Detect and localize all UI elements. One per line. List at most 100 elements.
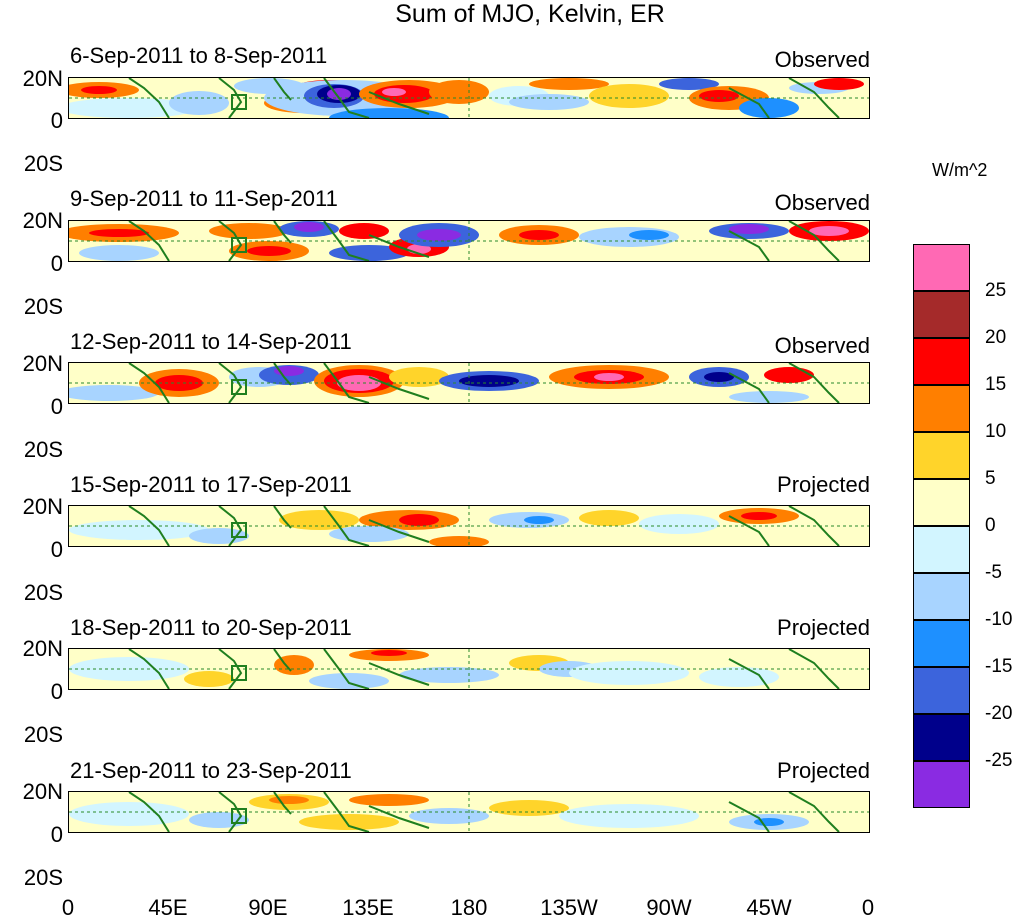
colorbar-bin-7: [913, 526, 970, 573]
coastline: [128, 792, 170, 832]
colorbar-label-5: 5: [985, 468, 996, 489]
coastline: [273, 506, 292, 529]
panel-4-field: [69, 506, 869, 546]
panel-1-lat-20n: 20N: [22, 66, 63, 91]
panel-5-lat-20n: 20N: [22, 636, 63, 661]
colorbar-bin-4: [913, 385, 970, 432]
colorbar-label-20: 20: [985, 327, 1007, 348]
panel-4-map: [68, 505, 870, 547]
lon-label-90w: 90W: [646, 895, 692, 920]
panel-5-map: [68, 648, 870, 690]
colorbar-bin-2: [913, 291, 970, 338]
coastline: [788, 792, 840, 832]
region-box: [231, 522, 247, 538]
panel-4-lat-20s: 20S: [23, 580, 63, 605]
coastline: [728, 801, 770, 832]
panel-1-date: 6-Sep-2011 to 8-Sep-2011: [70, 43, 328, 68]
region-box: [231, 808, 247, 824]
panel-6-lat-0: 0: [50, 822, 63, 847]
panel-5-date: 18-Sep-2011 to 20-Sep-2011: [70, 615, 352, 640]
colorbar-label-neg25: -25: [985, 750, 1013, 771]
coastline: [323, 221, 370, 261]
region-box: [231, 379, 247, 395]
panel-2-date: 9-Sep-2011 to 11-Sep-2011: [70, 186, 338, 211]
panel-6-status: Projected: [777, 758, 870, 783]
coastline: [728, 515, 770, 546]
coastline: [788, 506, 840, 546]
panel-3-lat-0: 0: [50, 394, 63, 419]
coastline: [368, 376, 430, 400]
coastline: [323, 78, 370, 118]
panel-4-date: 15-Sep-2011 to 17-Sep-2011: [70, 472, 352, 497]
panel-2-lat-0: 0: [50, 251, 63, 276]
coastline: [728, 230, 770, 261]
region-box: [231, 94, 247, 110]
colorbar-bin-9: [913, 620, 970, 667]
coastline: [323, 506, 370, 546]
panel-3-lat-20s: 20S: [23, 437, 63, 462]
lon-label-180: 180: [450, 895, 488, 920]
coastline: [368, 234, 430, 258]
colorbar-label-neg20: -20: [985, 703, 1013, 724]
panel-1-map: [68, 77, 870, 119]
panel-2-map: [68, 220, 870, 262]
panel-3-status: Observed: [774, 333, 870, 358]
colorbar-label-neg5: -5: [985, 562, 1002, 583]
coastline: [368, 662, 430, 686]
coastline: [368, 805, 430, 829]
coastline: [128, 78, 170, 118]
panel-4-lat-0: 0: [50, 537, 63, 562]
colorbar-label-25: 25: [985, 280, 1007, 301]
lon-label-135w: 135W: [540, 895, 598, 920]
colorbar-label-10: 10: [985, 421, 1007, 442]
lon-label-135e: 135E: [342, 895, 394, 920]
coastline: [273, 363, 292, 386]
coastline: [323, 649, 370, 689]
colorbar-bin-6: [913, 479, 970, 526]
lon-label-90e: 90E: [248, 895, 288, 920]
lon-label-0-right: 0: [861, 895, 875, 920]
panel-4-status: Projected: [777, 472, 870, 497]
panel-6-field: [69, 792, 869, 832]
panel-6-date: 21-Sep-2011 to 23-Sep-2011: [70, 758, 352, 783]
coastline: [273, 792, 292, 815]
panel-5-lat-0: 0: [50, 679, 63, 704]
coastline: [728, 372, 770, 403]
colorbar-bin-8: [913, 573, 970, 620]
panel-1-field: [69, 78, 869, 118]
panel-3-date: 12-Sep-2011 to 14-Sep-2011: [70, 329, 352, 354]
lon-label-0-left: 0: [61, 895, 75, 920]
colorbar-bin-10: [913, 667, 970, 714]
colorbar-bin-1: [913, 244, 970, 291]
lon-label-45e: 45E: [148, 895, 188, 920]
region-box: [231, 237, 247, 253]
panel-5-status: Projected: [777, 615, 870, 640]
panel-5-field: [69, 649, 869, 689]
figure-title: Sum of MJO, Kelvin, ER: [395, 0, 665, 28]
lon-label-45w: 45W: [746, 895, 792, 920]
coastline: [323, 792, 370, 832]
region-box: [231, 665, 247, 681]
coastline: [788, 221, 840, 261]
coastline: [273, 221, 292, 244]
colorbar-label-0: 0: [985, 515, 996, 536]
coastline: [128, 221, 170, 261]
colorbar-bin-5: [913, 432, 970, 479]
colorbar-bin-12: [913, 761, 970, 808]
colorbar-bin-11: [913, 714, 970, 761]
panel-3-field: [69, 363, 869, 403]
panel-5-lat-20s: 20S: [23, 722, 63, 747]
coastline: [788, 649, 840, 689]
coastline: [128, 506, 170, 546]
colorbar-label-neg15: -15: [985, 656, 1013, 677]
coastline: [728, 658, 770, 689]
panel-4-lat-20n: 20N: [22, 494, 63, 519]
panel-1-status: Observed: [774, 47, 870, 72]
panel-2-lat-20s: 20S: [23, 294, 63, 319]
coastline: [368, 91, 430, 115]
coastline: [368, 519, 430, 543]
coastline: [728, 87, 770, 118]
coastline: [128, 649, 170, 689]
colorbar-title: W/m^2: [932, 160, 988, 180]
colorbar-bin-3: [913, 338, 970, 385]
